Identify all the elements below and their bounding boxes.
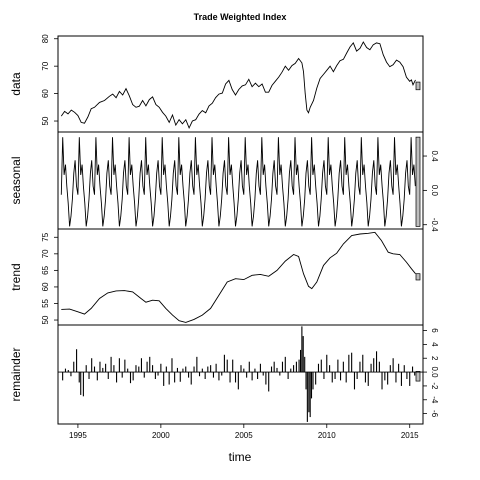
series-line-trend xyxy=(61,231,416,323)
y-tick-label-remainder: -6 xyxy=(430,410,439,418)
x-tick-label: 2000 xyxy=(152,431,170,440)
y-tick-label-remainder: -4 xyxy=(430,396,439,404)
y-tick-label-trend: 55 xyxy=(41,298,50,307)
y-tick-label-data: 80 xyxy=(41,34,50,43)
panel-frame-trend xyxy=(57,228,424,326)
range-bar-data xyxy=(415,81,421,91)
x-tick-label: 1995 xyxy=(69,431,87,440)
x-axis-label: time xyxy=(229,450,252,464)
y-tick-label-data: 60 xyxy=(41,89,50,98)
chart-title: Trade Weighted Index xyxy=(194,12,287,22)
y-tick-label-trend: 75 xyxy=(41,232,50,241)
y-tick-label-trend: 70 xyxy=(41,249,50,258)
x-tick-label: 2010 xyxy=(318,431,336,440)
panel-frame-data xyxy=(57,35,424,133)
y-axis-label-seasonal: seasonal xyxy=(9,156,23,204)
x-tick-label: 2005 xyxy=(235,431,253,440)
y-tick-label-seasonal: -0.4 xyxy=(430,218,439,232)
y-tick-label-trend: 60 xyxy=(41,282,50,291)
panels-group: data 50 60 70 80 seasonal -0.4 0.0 0.4 trend 50 55 6… xyxy=(9,34,439,440)
y-tick-label-remainder: -2 xyxy=(430,382,439,390)
y-tick-label-data: 50 xyxy=(41,116,50,125)
y-tick-label-trend: 65 xyxy=(41,265,50,274)
range-bar-seasonal xyxy=(415,136,421,227)
y-axis-label-remainder: remainder xyxy=(9,347,23,401)
y-tick-label-remainder: 0.0 xyxy=(430,367,439,379)
panel-frame-remainder xyxy=(57,324,424,425)
y-tick-label-remainder: 4 xyxy=(430,342,439,347)
x-tick-label: 2015 xyxy=(401,431,419,440)
y-tick-label-seasonal: 0.0 xyxy=(430,185,439,197)
y-tick-label-seasonal: 0.4 xyxy=(430,150,439,162)
y-tick-label-data: 70 xyxy=(41,61,50,70)
series-line-seasonal xyxy=(60,137,416,227)
y-axis-label-data: data xyxy=(9,72,23,96)
y-tick-label-trend: 50 xyxy=(41,315,50,324)
range-bar-remainder xyxy=(415,371,421,382)
series-line-data xyxy=(60,41,416,130)
y-axis-label-trend: trend xyxy=(9,263,23,290)
range-bar-trend xyxy=(415,273,421,281)
y-tick-label-remainder: 6 xyxy=(430,328,439,333)
y-tick-label-remainder: 2 xyxy=(430,356,439,361)
